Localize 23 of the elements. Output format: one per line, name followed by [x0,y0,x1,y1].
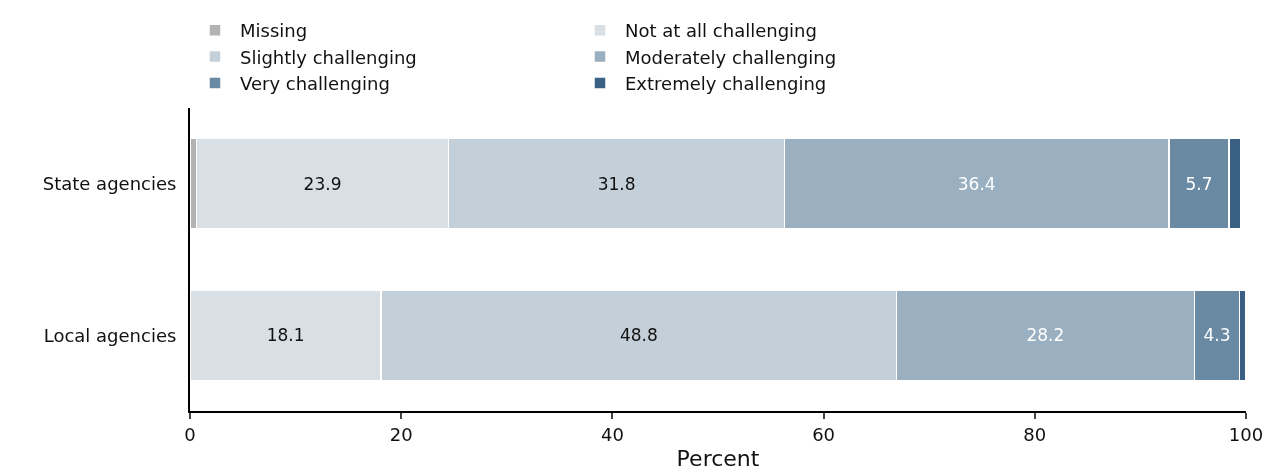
legend-label: Not at all challenging [625,20,817,42]
data-label: 18.1 [266,325,305,346]
legend-label: Very challenging [240,72,390,94]
legend-label: Slightly challenging [240,46,417,68]
x-tick-label: 20 [389,423,413,445]
legend-label: Missing [240,20,308,42]
data-label: 23.9 [303,173,342,194]
x-tick-label: 60 [812,423,836,445]
data-label: 4.3 [1203,325,1231,346]
x-tick-label: 0 [184,423,196,445]
y-tick-label: State agencies [42,173,177,195]
y-tick-label: Local agencies [43,324,177,346]
x-tick-label: 80 [1023,423,1047,445]
data-label: 5.7 [1185,173,1213,194]
x-tick-label: 100 [1228,423,1264,445]
x-axis-title: Percent [676,446,760,471]
legend-label: Extremely challenging [625,72,827,94]
data-label: 28.2 [1026,325,1065,346]
x-tick-label: 40 [600,423,624,445]
data-label: 36.4 [957,173,996,194]
data-label: 31.8 [597,173,636,194]
legend-label: Moderately challenging [625,46,837,68]
data-label: 48.8 [619,325,658,346]
